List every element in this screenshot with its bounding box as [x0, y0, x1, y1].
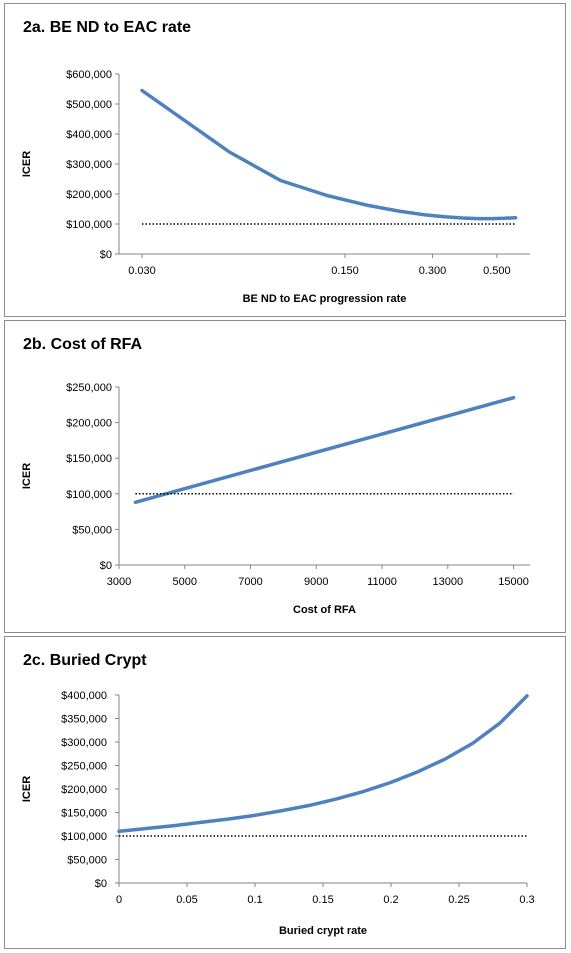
x-axis-title: Buried crypt rate [279, 925, 367, 937]
x-tick-label: 0.030 [128, 265, 156, 277]
x-tick-label: 11000 [367, 576, 397, 588]
chart-title: 2b. Cost of RFA [23, 336, 143, 353]
chart-2b-plot: $0 $50,000 $100,000 $150,000 $200,000 $250,00… [21, 382, 530, 616]
y-tick-label: $400,000 [66, 129, 112, 141]
y-tick-label: $400,000 [61, 690, 107, 702]
y-axis-title: ICER [21, 463, 33, 489]
icer-series-line [140, 88, 518, 221]
y-tick-label: $0 [95, 878, 107, 890]
x-tick-label: 9000 [304, 576, 328, 588]
chart-title: 2a. BE ND to EAC rate [23, 19, 192, 36]
y-tick-label: $0 [100, 249, 112, 261]
y-tick-label: $200,000 [61, 784, 107, 796]
x-tick-label: 0.500 [483, 265, 511, 277]
icer-series-line [117, 694, 529, 834]
x-tick-label: 5000 [173, 576, 197, 588]
x-tick-label: 3000 [107, 576, 131, 588]
chart-panel-2c: 2c. Buried Crypt $0 $50,000 $100,000 $150,0… [4, 636, 566, 949]
y-tick-label: $150,000 [61, 808, 107, 820]
x-tick-label: 0.150 [331, 265, 359, 277]
x-tick-label: 15000 [498, 576, 529, 588]
x-axis-title: Cost of RFA [293, 604, 356, 616]
y-tick-label: $300,000 [66, 159, 112, 171]
y-tick-label: $0 [100, 560, 112, 572]
y-tick-label: $600,000 [66, 69, 112, 81]
y-tick-label: $50,000 [72, 524, 112, 536]
y-tick-label: $100,000 [66, 489, 112, 501]
x-tick-label: 0 [116, 894, 122, 906]
y-axis-title: ICER [21, 151, 33, 177]
x-tick-label: 0.2 [383, 894, 398, 906]
y-tick-label: $100,000 [61, 831, 107, 843]
y-tick-label: $100,000 [66, 219, 112, 231]
chart-panel-2a: 2a. BE ND to EAC rate $0 $100,000 $200,000… [4, 3, 566, 317]
y-tick-label: $350,000 [61, 714, 107, 726]
x-tick-label: 13000 [433, 576, 464, 588]
x-tick-label: 7000 [238, 576, 262, 588]
x-tick-label: 0.1 [247, 894, 262, 906]
y-tick-label: $500,000 [66, 99, 112, 111]
chart-panel-2b: 2b. Cost of RFA $0 $50,000 $100,000 $150,00… [4, 320, 566, 633]
chart-title: 2c. Buried Crypt [23, 652, 147, 669]
y-tick-label: $200,000 [66, 189, 112, 201]
y-axis-title: ICER [21, 776, 33, 802]
y-tick-label: $50,000 [67, 855, 107, 867]
y-tick-label: $200,000 [66, 418, 112, 430]
y-tick-label: $250,000 [61, 761, 107, 773]
y-tick-label: $300,000 [61, 737, 107, 749]
icer-series-line [133, 395, 516, 505]
x-tick-label: 0.300 [419, 265, 447, 277]
x-tick-label: 0.15 [312, 894, 333, 906]
x-tick-label: 0.05 [176, 894, 197, 906]
x-tick-label: 0.3 [519, 894, 534, 906]
y-tick-label: $150,000 [66, 453, 112, 465]
y-tick-label: $250,000 [66, 382, 112, 394]
chart-2a-plot: $0 $100,000 $200,000 $300,000 $400,000 $500,0… [21, 69, 530, 305]
x-tick-label: 0.25 [448, 894, 469, 906]
chart-2c-plot: $0 $50,000 $100,000 $150,000 $200,000 $250,00… [21, 690, 535, 937]
x-axis-title: BE ND to EAC progression rate [243, 293, 407, 305]
